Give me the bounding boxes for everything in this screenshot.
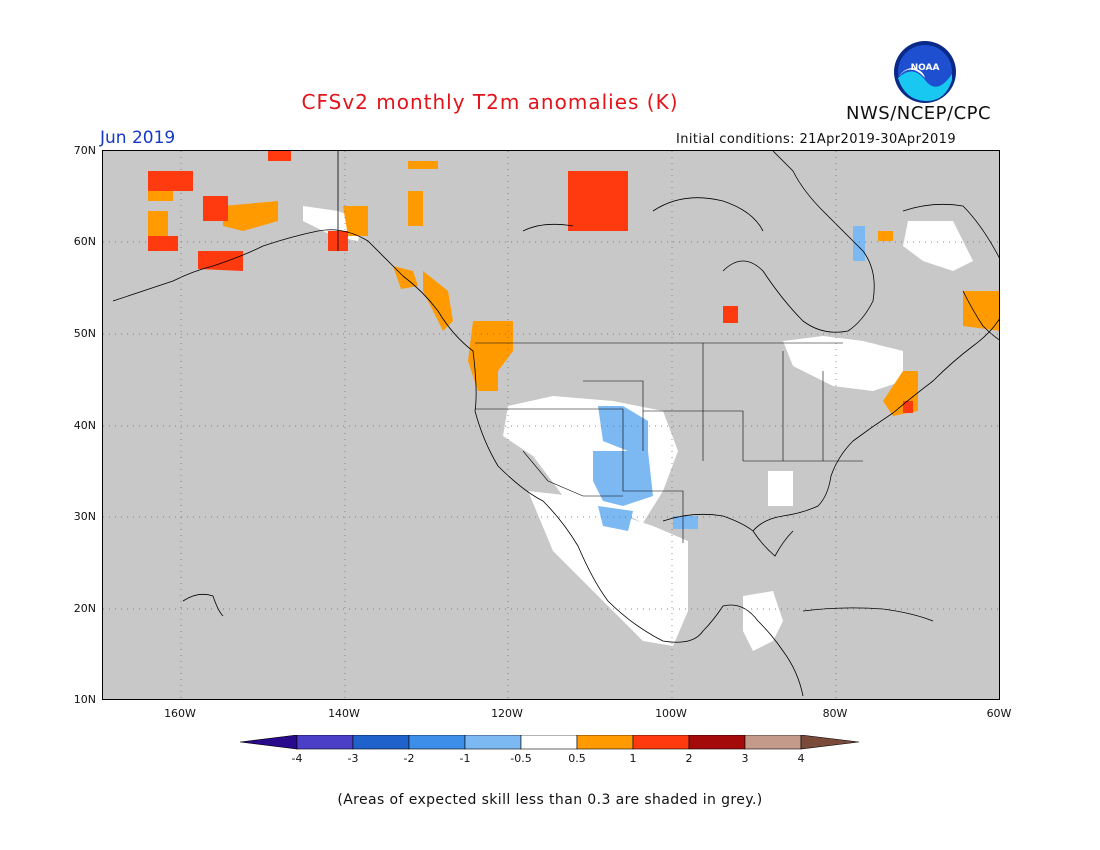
- colorbar-segment: [464, 735, 522, 750]
- lat-label-50n: 50N: [73, 327, 96, 340]
- colorbar-segment: [296, 735, 354, 750]
- noaa-logo: NOAA: [894, 41, 956, 103]
- lat-label-30n: 30N: [73, 510, 96, 523]
- colorbar-label: 4: [797, 752, 805, 765]
- initial-conditions: Initial conditions: 21Apr2019-30Apr2019: [676, 132, 957, 147]
- map-canvas: [103, 151, 999, 699]
- colorbar-segment: [688, 735, 746, 750]
- lat-label-60n: 60N: [73, 235, 96, 248]
- colorbar-label: -0.5: [510, 752, 532, 765]
- borders: [475, 342, 863, 543]
- lon-label-80w: 80W: [822, 707, 848, 720]
- colorbar: [240, 735, 860, 750]
- colorbar-segment: [576, 735, 634, 750]
- noaa-logo-text: NOAA: [911, 63, 940, 73]
- lat-label-70n: 70N: [73, 144, 96, 157]
- colorbar-segment: [520, 735, 578, 750]
- colorbar-segment: [744, 735, 802, 750]
- chart-title: CFSv2 monthly T2m anomalies (K): [301, 90, 679, 114]
- colorbar-label: 1: [629, 752, 637, 765]
- colorbar-segment: [632, 735, 690, 750]
- skill-footnote: (Areas of expected skill less than 0.3 a…: [337, 792, 763, 808]
- colorbar-label: -4: [291, 752, 303, 765]
- coastlines: [112, 151, 999, 697]
- above-normal-regions: [148, 161, 999, 416]
- colorbar-segment: [800, 735, 860, 750]
- colorbar-label: -2: [403, 752, 415, 765]
- colorbar-segment: [352, 735, 410, 750]
- lat-label-40n: 40N: [73, 419, 96, 432]
- agency-label: NWS/NCEP/CPC: [846, 103, 992, 124]
- lon-label-160w: 160W: [164, 707, 196, 720]
- anomaly-map: [102, 150, 1000, 700]
- colorbar-label: 0.5: [568, 752, 586, 765]
- colorbar-segment: [408, 735, 466, 750]
- lon-label-140w: 140W: [328, 707, 360, 720]
- colorbar-label: 3: [741, 752, 749, 765]
- lat-label-20n: 20N: [73, 602, 96, 615]
- lon-label-60w: 60W: [986, 707, 1012, 720]
- colorbar-label: -3: [347, 752, 359, 765]
- colorbar-segment: [240, 735, 298, 750]
- strong-above-regions: [148, 151, 913, 413]
- lat-label-10n: 10N: [73, 693, 96, 706]
- colorbar-label: -1: [459, 752, 471, 765]
- colorbar-label: 2: [685, 752, 693, 765]
- lon-label-100w: 100W: [655, 707, 687, 720]
- near-normal-regions: [303, 206, 973, 651]
- lon-label-120w: 120W: [491, 707, 523, 720]
- forecast-month: Jun 2019: [100, 128, 176, 148]
